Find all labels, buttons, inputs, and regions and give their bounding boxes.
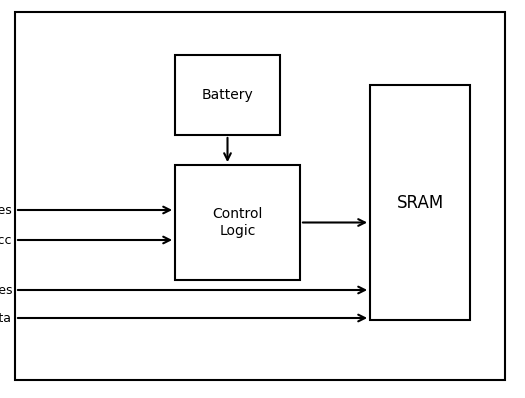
Text: Control Lines: Control Lines (0, 203, 12, 217)
Bar (370, 85, 470, 320)
Text: SRAM: SRAM (396, 193, 444, 211)
Bar (175, 165, 300, 280)
Bar (175, 55, 280, 135)
Text: Vcc: Vcc (0, 234, 12, 246)
Text: Control
Logic: Control Logic (212, 207, 262, 238)
Text: Battery: Battery (202, 88, 254, 102)
Text: Address Lines: Address Lines (0, 283, 12, 297)
Text: Data: Data (0, 312, 12, 324)
